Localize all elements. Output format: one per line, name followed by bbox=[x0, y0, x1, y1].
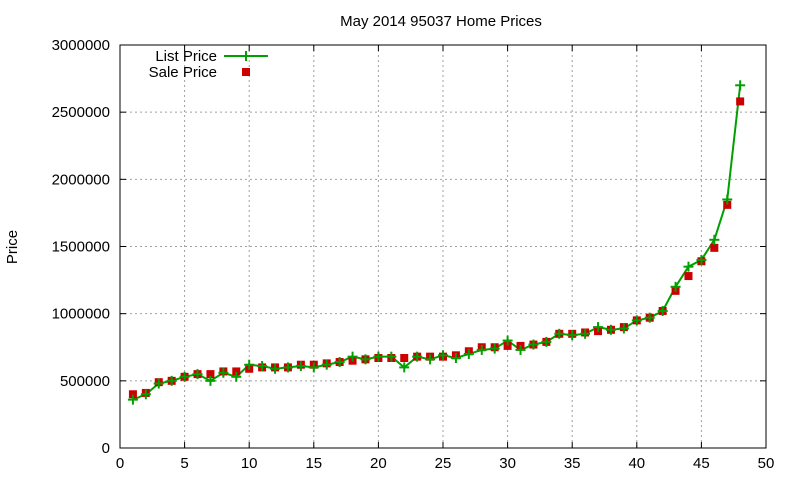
list-price-point bbox=[399, 362, 410, 373]
list-price-point bbox=[192, 369, 203, 380]
y-axis-label: Price bbox=[4, 230, 21, 264]
list-price-point bbox=[735, 80, 746, 91]
list-price-point bbox=[722, 194, 733, 205]
list-price-point bbox=[605, 324, 616, 335]
x-tick-label: 25 bbox=[435, 455, 452, 472]
list-price-point bbox=[450, 352, 461, 363]
x-tick-label: 0 bbox=[116, 455, 124, 472]
sale-price-point bbox=[710, 243, 719, 252]
list-price-point bbox=[334, 357, 345, 368]
list-price-point bbox=[218, 367, 229, 378]
list-price-point bbox=[166, 375, 177, 386]
y-tick-label: 3000000 bbox=[52, 37, 110, 54]
legend-label-list-price: List Price bbox=[155, 48, 217, 65]
list-price-point bbox=[412, 351, 423, 362]
list-price-point bbox=[360, 354, 371, 365]
x-tick-label: 5 bbox=[180, 455, 188, 472]
list-price-point bbox=[438, 350, 448, 361]
chart-title: May 2014 95037 Home Prices bbox=[340, 13, 542, 30]
list-price-point bbox=[321, 359, 332, 370]
list-price-point bbox=[567, 330, 578, 341]
list-price-point bbox=[127, 394, 138, 405]
list-price-point bbox=[270, 363, 281, 374]
list-price-point bbox=[618, 323, 629, 334]
list-price-point bbox=[205, 375, 216, 386]
list-price-point bbox=[386, 351, 397, 362]
y-tick-label: 500000 bbox=[60, 373, 110, 390]
x-tick-label: 10 bbox=[241, 455, 258, 472]
list-price-point bbox=[231, 371, 242, 382]
list-price-point bbox=[528, 339, 539, 350]
list-price-point bbox=[515, 344, 526, 355]
sale-price-point bbox=[736, 97, 745, 106]
list-price-point bbox=[140, 389, 151, 400]
list-price-point bbox=[425, 354, 436, 365]
list-price-point bbox=[593, 322, 604, 333]
list-price-point bbox=[244, 359, 255, 370]
list-price-point bbox=[308, 362, 319, 373]
list-price-point bbox=[463, 348, 474, 359]
grid bbox=[120, 45, 766, 448]
y-tick-label: 0 bbox=[102, 440, 110, 457]
sale-price-point bbox=[723, 200, 732, 209]
list-price-point bbox=[476, 344, 487, 355]
list-price-point bbox=[709, 234, 720, 245]
x-tick-label: 40 bbox=[628, 455, 645, 472]
legend-label-sale-price: Sale Price bbox=[149, 64, 217, 81]
list-price-point bbox=[580, 328, 591, 339]
y-tick-label: 1500000 bbox=[52, 239, 110, 256]
list-price-point bbox=[554, 328, 565, 339]
sale-price-point bbox=[684, 272, 693, 281]
list-price-point bbox=[683, 261, 694, 272]
list-price-point bbox=[644, 312, 655, 323]
list-price-point bbox=[541, 336, 552, 347]
x-tick-label: 45 bbox=[693, 455, 710, 472]
list-price-line bbox=[132, 85, 742, 401]
sale-price-point bbox=[232, 367, 241, 376]
list-price-point bbox=[282, 362, 293, 373]
series bbox=[127, 80, 746, 405]
sale-price-point bbox=[400, 353, 409, 362]
sale-price-point bbox=[503, 341, 512, 350]
y-tick-label: 2500000 bbox=[52, 104, 110, 121]
list-price-point bbox=[502, 335, 513, 346]
list-price-point bbox=[347, 351, 358, 362]
legend-marker-sale-price bbox=[242, 68, 250, 76]
y-tick-label: 1000000 bbox=[52, 306, 110, 323]
list-price-point bbox=[670, 281, 681, 292]
list-price-point bbox=[696, 254, 707, 265]
sale-price-point bbox=[206, 370, 215, 379]
list-price-point bbox=[295, 361, 306, 372]
list-price-point bbox=[489, 343, 500, 354]
list-price-point bbox=[153, 378, 164, 389]
list-price-point bbox=[657, 305, 668, 316]
sale-price-point bbox=[128, 390, 137, 399]
axes: 0 5 10 15 20 25 30 35 40 45 50 0 500000 1000000 150000… bbox=[52, 37, 775, 472]
x-tick-label: 20 bbox=[370, 455, 387, 472]
list-price-point bbox=[631, 315, 642, 326]
x-tick-label: 50 bbox=[758, 455, 775, 472]
x-tick-label: 35 bbox=[564, 455, 581, 472]
list-price-point bbox=[179, 371, 190, 382]
x-tick-label: 30 bbox=[499, 455, 516, 472]
list-price-point bbox=[373, 351, 384, 362]
x-tick-label: 15 bbox=[305, 455, 322, 472]
y-tick-label: 2000000 bbox=[52, 171, 110, 188]
list-price-point bbox=[257, 361, 268, 372]
